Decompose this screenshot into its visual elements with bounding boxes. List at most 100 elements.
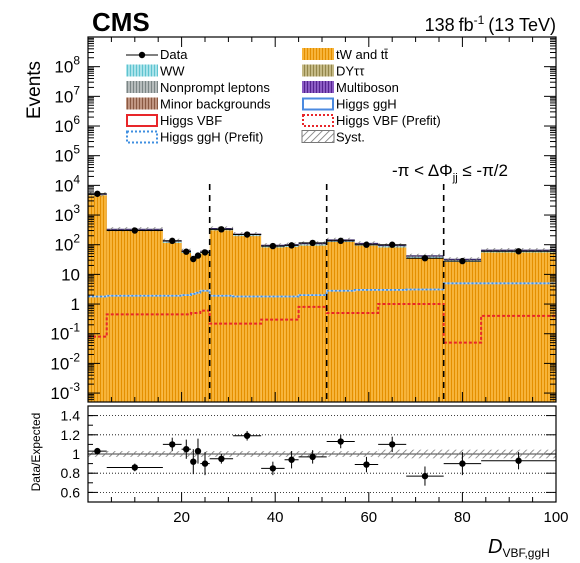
ratio-point-1	[131, 464, 138, 471]
lumi-value: 138	[425, 15, 455, 35]
legend-item-ggh_prefit: Higgs ggH (Prefit)	[126, 130, 263, 145]
ggh-prefit-line	[88, 282, 556, 298]
region-sub: jj	[452, 172, 458, 184]
region-suffix: ≤ -π/2	[458, 161, 508, 180]
ratio-syst-2	[162, 451, 182, 457]
data-points	[88, 190, 556, 265]
data-point-0	[94, 190, 101, 197]
ratio-tick-label-3: 1.2	[61, 427, 81, 443]
ratio-point-7	[218, 455, 225, 462]
x-axis-main: D	[488, 536, 502, 558]
legend-item-ggh: Higgs ggH	[302, 97, 397, 112]
ratio-point-11	[309, 453, 316, 461]
data-point-1	[131, 227, 138, 234]
legend-label-dy: DYττ	[336, 64, 365, 79]
ratio-syst-13	[354, 451, 379, 457]
y-tick-label-0: 10-3	[50, 380, 80, 403]
energy-label: (13 TeV)	[488, 15, 556, 35]
y-tick-label-8: 105	[54, 143, 80, 166]
ratio-point-3	[183, 446, 190, 453]
data-point-15	[421, 255, 429, 262]
y-axis-label: Events	[24, 61, 45, 119]
bar-top-5	[195, 257, 201, 402]
legend-label-multiboson: Multiboson	[336, 80, 399, 95]
ratio-point-14	[389, 441, 396, 448]
bar-top-3	[181, 252, 191, 402]
signal-lines	[88, 282, 556, 344]
ratio-point-0	[94, 447, 101, 455]
ratio-syst-9	[261, 451, 285, 457]
bar-top-15	[406, 258, 444, 402]
legend-item-vbf_prefit: Higgs VBF (Prefit)	[302, 113, 441, 128]
lumi-unit: fb	[459, 15, 474, 35]
y-tick-label-9: 106	[54, 113, 80, 136]
legend-swatch-multiboson	[302, 81, 334, 93]
legend-swatch-top	[302, 48, 334, 60]
ratio-point-17	[515, 457, 522, 464]
x-tick-label-4: 100	[543, 509, 568, 526]
legend-item-nonprompt: Nonprompt leptons	[126, 80, 270, 95]
bar-top-1	[106, 230, 163, 402]
legend-label-ggh: Higgs ggH	[336, 97, 397, 112]
luminosity-label: 138 fb-1 (13 TeV)	[425, 13, 556, 35]
data-point-8	[243, 231, 251, 238]
y-tick-label-11: 108	[54, 54, 80, 77]
region-label: -π < ΔΦjj ≤ -π/2	[392, 161, 508, 184]
bar-top-6	[200, 253, 210, 402]
main-axes: 10-3 10-2 10-1 1 10 102 103 104 105 106 107 108	[50, 36, 557, 403]
data-point-17	[515, 248, 522, 255]
data-point-3	[183, 248, 190, 255]
ratio-tick-label-0: 0.6	[61, 484, 81, 500]
stacked-bars	[88, 193, 556, 402]
legend-swatch-vbf_prefit	[302, 114, 334, 127]
legend-label-data: Data	[160, 47, 188, 62]
legend-label-syst: Syst.	[336, 130, 365, 145]
bar-top-10	[284, 246, 299, 402]
ratio-point-12	[337, 438, 344, 445]
legend-item-minor: Minor backgrounds	[126, 97, 271, 112]
y-tick-label-3: 1	[71, 295, 80, 314]
ratio-tick-label-4: 1.4	[61, 408, 81, 424]
legend-label-vbf_prefit: Higgs VBF (Prefit)	[336, 113, 441, 128]
legend-label-ggh_prefit: Higgs ggH (Prefit)	[160, 130, 263, 145]
x-axis-label: DVBF,ggH	[488, 536, 550, 560]
x-tick-label-2: 60	[360, 509, 377, 526]
data-point-13	[363, 241, 370, 248]
ratio-syst-1	[106, 451, 163, 457]
bar-top-11	[298, 245, 327, 402]
legend-item-top: tW and tt̄	[302, 47, 388, 62]
ratio-axes: 0.6 0.8 1 1.2 1.4 20 40 60 80 100	[61, 405, 569, 526]
ratio-syst-8	[233, 451, 262, 457]
legend-swatch-vbf	[126, 114, 158, 127]
x-tick-label-0: 20	[173, 509, 190, 526]
y-tick-label-5: 102	[54, 232, 80, 255]
ratio-point-9	[269, 465, 277, 472]
legend-swatch-ww	[126, 64, 158, 77]
legend-swatch-ggh	[302, 97, 334, 111]
legend-swatch-dy	[302, 64, 334, 77]
data-point-9	[269, 242, 277, 250]
legend-label-vbf: Higgs VBF	[160, 113, 222, 128]
legend-swatch-syst	[301, 130, 335, 143]
x-axis-sub: VBF,ggH	[502, 546, 549, 560]
data-point-14	[389, 241, 396, 248]
region-separators	[208, 184, 445, 402]
ratio-syst-14	[378, 449, 407, 459]
bar-top-12	[326, 241, 355, 402]
ratio-syst-15	[406, 449, 444, 459]
legend-item-ww: WW	[126, 64, 185, 79]
legend-marker-data	[138, 51, 146, 59]
ratio-point-4	[190, 458, 197, 465]
bar-top-17	[481, 252, 556, 402]
data-point-6	[201, 249, 209, 256]
legend-label-minor: Minor backgrounds	[160, 97, 271, 112]
y-tick-label-4: 10	[61, 265, 80, 284]
ratio-point-10	[288, 456, 295, 463]
data-point-4	[190, 255, 197, 263]
legend-swatch-nonprompt	[126, 81, 158, 93]
data-point-7	[218, 226, 225, 233]
y-tick-label-10: 107	[54, 83, 80, 106]
bar-top-13	[354, 245, 379, 402]
y-tick-label-7: 104	[54, 172, 80, 195]
